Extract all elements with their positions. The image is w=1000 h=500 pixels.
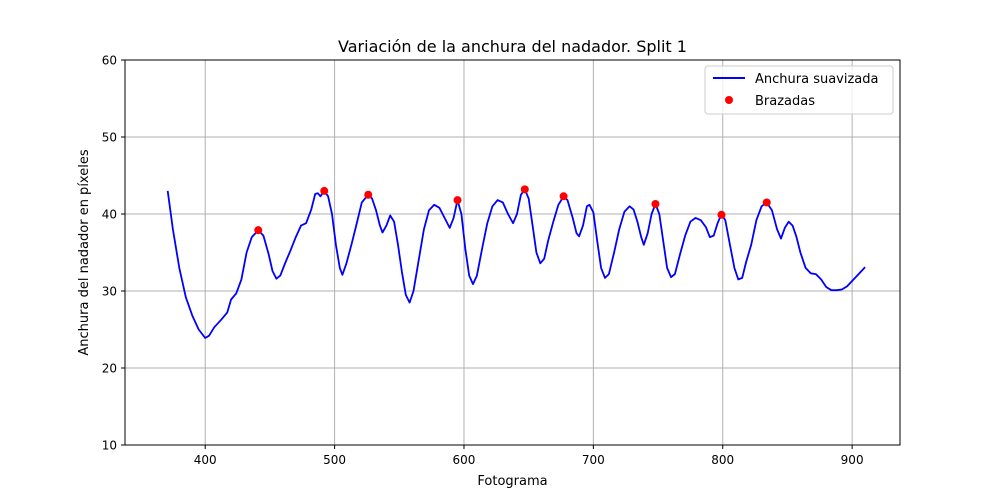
plot-series: [166, 185, 866, 339]
y-tick-label: 30: [102, 285, 117, 299]
legend-box: [704, 65, 894, 115]
brazada-point: [762, 198, 771, 207]
x-tick-label: 500: [323, 453, 346, 467]
brazada-point: [520, 185, 529, 194]
y-tick-label: 10: [102, 439, 117, 453]
brazada-point: [651, 199, 660, 208]
brazada-point: [717, 210, 726, 219]
legend-label-markers: Brazadas: [755, 94, 815, 109]
plot-frame: [124, 59, 901, 446]
axis-ticks: 400 500 600 700 800 900 10 20 30 40 50 60: [102, 54, 864, 468]
legend: Anchura suavizada Brazadas: [704, 65, 894, 115]
x-tick-label: 400: [194, 453, 217, 467]
brazada-point: [320, 186, 329, 195]
x-tick-label: 800: [711, 453, 734, 467]
brazada-point: [364, 190, 373, 199]
brazada-point: [453, 196, 462, 205]
x-tick-label: 700: [582, 453, 605, 467]
chart-title: Variación de la anchura del nadador. Spl…: [338, 37, 687, 56]
brazada-point: [254, 226, 263, 235]
x-tick-label: 900: [841, 453, 864, 467]
x-axis-label: Fotograma: [477, 474, 547, 489]
y-tick-label: 60: [102, 54, 117, 68]
y-tick-label: 20: [102, 362, 117, 376]
brazada-point: [559, 192, 568, 201]
y-axis-label: Anchura del nadador en píxeles: [77, 149, 92, 355]
y-tick-label: 50: [102, 131, 117, 145]
legend-label-line: Anchura suavizada: [755, 72, 879, 87]
y-tick-label: 40: [102, 208, 117, 222]
legend-marker-swatch: [725, 96, 733, 104]
x-tick-label: 600: [453, 453, 476, 467]
